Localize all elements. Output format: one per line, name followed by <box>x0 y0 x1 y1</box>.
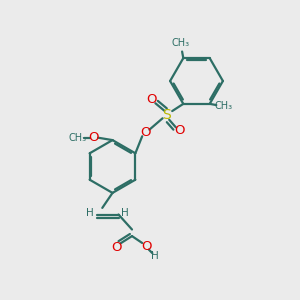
Text: O: O <box>174 124 184 137</box>
Text: S: S <box>162 108 171 122</box>
Text: H: H <box>121 208 129 218</box>
Text: CH₃: CH₃ <box>172 38 190 48</box>
Text: CH₃: CH₃ <box>68 133 86 143</box>
Text: H: H <box>151 251 159 261</box>
Text: O: O <box>146 93 157 106</box>
Text: H: H <box>86 208 94 218</box>
Text: CH₃: CH₃ <box>215 101 233 111</box>
Text: O: O <box>111 241 122 254</box>
Text: O: O <box>89 131 99 144</box>
Text: O: O <box>141 240 152 253</box>
Text: O: O <box>140 126 150 139</box>
